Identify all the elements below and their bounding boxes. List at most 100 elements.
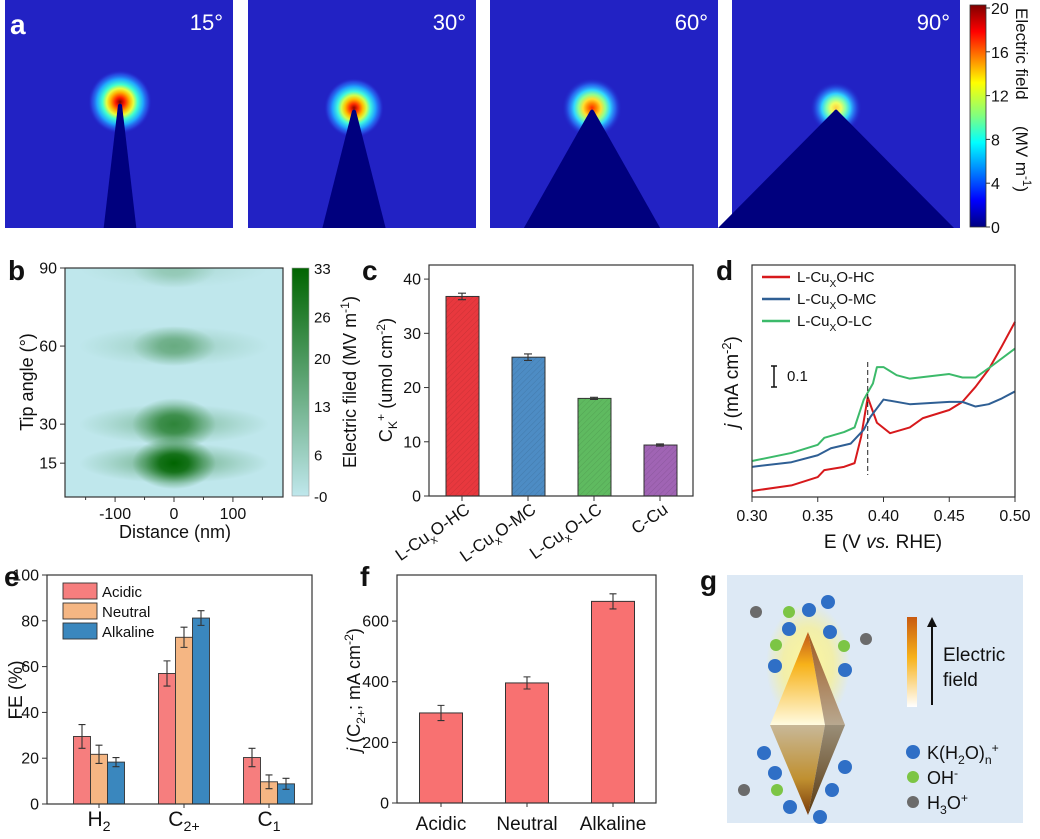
x-tick-label: 0.30 [736, 508, 767, 525]
hydronium-ion [750, 606, 762, 618]
scale-bar-label: 0.1 [787, 368, 808, 385]
y-axis-label: CK+ (umol cm-2) [374, 318, 400, 442]
series-line [751, 321, 1016, 492]
octahedron-face [808, 632, 845, 725]
k-hydrate-ion [782, 622, 796, 636]
label-part: -1 [1020, 176, 1032, 186]
label-part: ; mA cm [344, 645, 364, 710]
error-bar [524, 353, 532, 361]
x-tick-label: 0 [170, 506, 179, 523]
label-part: vs. [866, 532, 890, 553]
legend-swatch [62, 602, 98, 620]
panel-g: Electric field K(H2O)n+OH- H3O+ g [700, 565, 1023, 824]
label-part: 1 [273, 819, 281, 835]
label-part: E (V [824, 532, 866, 553]
x-tick-label: -100 [99, 506, 131, 523]
colorbar-tick-label: 6 [314, 448, 322, 465]
error-bar [523, 676, 531, 690]
label-part: O-HC [836, 269, 874, 286]
hydroxide-ion [838, 640, 850, 652]
error-bar [248, 747, 256, 768]
y-axis-label: j (C2+; mA cm-2) [342, 628, 368, 755]
colorbar-a [969, 4, 987, 228]
label-part: O-MC [836, 291, 876, 308]
hydronium-ion [738, 784, 750, 796]
error-bar [95, 744, 103, 765]
label-part: C [168, 808, 183, 831]
label-part: - [954, 766, 958, 780]
k-hydrate-ion [838, 663, 852, 677]
label-part: O) [965, 743, 985, 763]
legend-swatch [62, 582, 98, 600]
label-part: C [257, 808, 272, 831]
legend-label: OH- [927, 766, 958, 788]
hydroxide-ion [771, 784, 783, 796]
y-tick-label: 0 [30, 797, 39, 814]
series-line [751, 390, 1016, 468]
panel-label-g: g [700, 565, 717, 596]
panel-label-e: e [4, 561, 20, 592]
field-label: field [943, 670, 978, 691]
heatmap-peaks [79, 268, 269, 490]
k-hydrate-ion [838, 760, 852, 774]
x-tick-label: L-CuxO-LC [526, 500, 607, 567]
x-tick-label: C-Cu [628, 500, 671, 538]
k-hydrate-ion [823, 625, 837, 639]
y-tick-label: 0 [412, 489, 421, 506]
label-part: OH [927, 768, 954, 788]
colorbar-tick-label: 26 [314, 309, 331, 326]
tip-cone [322, 109, 386, 228]
y-tick-label: 600 [362, 614, 389, 631]
error-bar [590, 396, 598, 401]
y-tick-label: 30 [403, 326, 421, 343]
label-part: H [87, 808, 102, 831]
colorbar-tick-label: 12 [991, 89, 1009, 106]
label-part: K(H [927, 743, 958, 763]
k-hydrate-ion [813, 810, 827, 824]
label-part: C [376, 429, 396, 442]
label-part: L-Cu [797, 269, 830, 286]
y-tick-label: 80 [21, 613, 39, 630]
y-tick-label: 20 [403, 380, 421, 397]
error-bar [609, 593, 617, 610]
label-part: x [493, 535, 505, 548]
field-label: Electric [943, 645, 1005, 666]
label-part: -1 [338, 302, 352, 313]
field-gradient-bar [907, 617, 917, 707]
field-hotspot [88, 70, 152, 134]
error-bar [197, 610, 205, 626]
x-tick-label: Neutral [496, 814, 557, 835]
panel-label-a: a [10, 9, 26, 40]
legend-marker [906, 745, 920, 759]
tip-cone [718, 109, 954, 228]
x-tick-label: C1 [257, 808, 280, 835]
panel-a: 15° 30° 60° 90° a 0 4 8 12 16 20 Electric field (MV … [5, 0, 1032, 237]
y-tick-label: 200 [362, 735, 389, 752]
colorbar-title: Electric field [1012, 8, 1031, 100]
legend-label: H3O+ [927, 791, 968, 817]
octahedron-face [808, 725, 845, 815]
angle-label: 90° [917, 10, 950, 35]
k-hydrate-ion [821, 595, 835, 609]
y-tick-label: 10 [403, 434, 421, 451]
y-axis-label: FE (%) [6, 660, 27, 719]
label-part: H [927, 793, 940, 813]
label-part: (MV m [1012, 126, 1031, 176]
field-map-15: 15° [5, 0, 233, 228]
y-tick-label: 30 [39, 417, 57, 434]
x-tick-label: 0.45 [934, 508, 965, 525]
error-bar [78, 723, 86, 749]
x-axis-label: Distance (nm) [119, 522, 231, 542]
label-part: (umol cm [376, 335, 396, 414]
label-part: O-LC [836, 313, 872, 330]
x-tick-label: Alkaline [580, 814, 647, 835]
colorbar-unit: (MV m-1) [1012, 126, 1032, 192]
field-map-30: 30° [248, 0, 476, 228]
legend-label: K(H2O)n+ [927, 741, 999, 767]
angle-label: 60° [675, 10, 708, 35]
k-hydrate-ion [783, 800, 797, 814]
label-part: -2 [374, 324, 388, 335]
